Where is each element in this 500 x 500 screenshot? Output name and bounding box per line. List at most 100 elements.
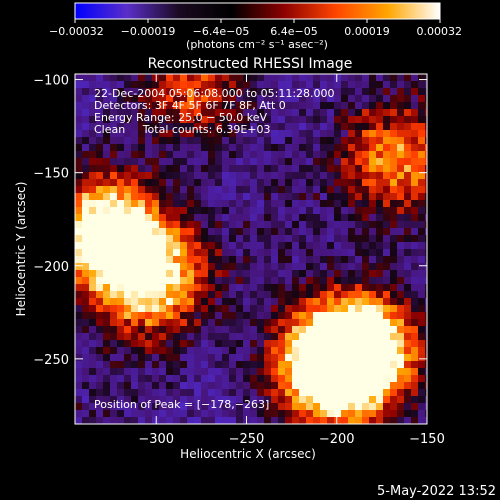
- heatmap-cell: [159, 326, 166, 333]
- heatmap-cell: [327, 102, 334, 109]
- heatmap-cell: [229, 235, 236, 242]
- heatmap-cell: [215, 333, 222, 340]
- heatmap-cell: [383, 151, 390, 158]
- annotation-energy: Energy Range: 25.0 − 50.0 keV: [94, 111, 268, 124]
- heatmap-cell: [215, 361, 222, 368]
- heatmap-cell: [397, 123, 404, 130]
- heatmap-cell: [138, 284, 145, 291]
- heatmap-cell: [117, 270, 124, 277]
- heatmap-cell: [404, 221, 411, 228]
- heatmap-cell: [341, 144, 348, 151]
- heatmap-cell: [208, 214, 215, 221]
- heatmap-cell: [180, 186, 187, 193]
- heatmap-cell: [187, 326, 194, 333]
- heatmap-cell: [369, 109, 376, 116]
- heatmap-cell: [334, 410, 341, 417]
- heatmap-cell: [313, 256, 320, 263]
- heatmap-cell: [194, 298, 201, 305]
- heatmap-cell: [341, 81, 348, 88]
- heatmap-cell: [180, 312, 187, 319]
- heatmap-cell: [390, 179, 397, 186]
- heatmap-cell: [362, 263, 369, 270]
- heatmap-cell: [103, 270, 110, 277]
- heatmap-cell: [89, 151, 96, 158]
- heatmap-cell: [124, 284, 131, 291]
- heatmap-cell: [103, 277, 110, 284]
- heatmap-cell: [201, 109, 208, 116]
- heatmap-cell: [180, 193, 187, 200]
- heatmap-cell: [236, 158, 243, 165]
- heatmap-cell: [278, 144, 285, 151]
- heatmap-cell: [362, 214, 369, 221]
- heatmap-cell: [138, 312, 145, 319]
- heatmap-cell: [362, 277, 369, 284]
- heatmap-cell: [278, 193, 285, 200]
- heatmap-cell: [292, 179, 299, 186]
- heatmap-cell: [117, 354, 124, 361]
- heatmap-cell: [334, 263, 341, 270]
- heatmap-cell: [271, 305, 278, 312]
- heatmap-cell: [103, 291, 110, 298]
- heatmap-cell: [383, 410, 390, 417]
- heatmap-cell: [243, 410, 250, 417]
- heatmap-cell: [348, 221, 355, 228]
- heatmap-cell: [355, 249, 362, 256]
- heatmap-cell: [292, 382, 299, 389]
- heatmap-cell: [390, 347, 397, 354]
- heatmap-cell: [75, 305, 82, 312]
- heatmap-cell: [208, 81, 215, 88]
- heatmap-cell: [110, 165, 117, 172]
- heatmap-cell: [411, 319, 418, 326]
- heatmap-cell: [264, 368, 271, 375]
- heatmap-cell: [215, 130, 222, 137]
- heatmap-cell: [75, 221, 82, 228]
- heatmap-cell: [334, 319, 341, 326]
- heatmap-cell: [320, 270, 327, 277]
- heatmap-cell: [173, 179, 180, 186]
- heatmap-cell: [75, 116, 82, 123]
- heatmap-cell: [243, 382, 250, 389]
- heatmap-cell: [411, 193, 418, 200]
- heatmap-cell: [138, 144, 145, 151]
- heatmap-cell: [306, 410, 313, 417]
- heatmap-cell: [250, 256, 257, 263]
- heatmap-cell: [327, 284, 334, 291]
- heatmap-cell: [390, 193, 397, 200]
- heatmap-cell: [201, 144, 208, 151]
- heatmap-cell: [257, 263, 264, 270]
- heatmap-cell: [208, 186, 215, 193]
- heatmap-cell: [180, 375, 187, 382]
- heatmap-cell: [418, 256, 425, 263]
- heatmap-cell: [362, 130, 369, 137]
- heatmap-cell: [383, 74, 390, 81]
- heatmap-cell: [166, 319, 173, 326]
- heatmap-cell: [341, 389, 348, 396]
- heatmap-cell: [425, 403, 427, 410]
- heatmap-cell: [355, 291, 362, 298]
- heatmap-cell: [404, 81, 411, 88]
- heatmap-cell: [411, 396, 418, 403]
- heatmap-cell: [110, 347, 117, 354]
- heatmap-cell: [404, 270, 411, 277]
- heatmap-cell: [369, 116, 376, 123]
- heatmap-cell: [110, 74, 117, 81]
- heatmap-cell: [411, 74, 418, 81]
- heatmap-cell: [145, 305, 152, 312]
- heatmap-cell: [257, 333, 264, 340]
- heatmap-cell: [89, 277, 96, 284]
- heatmap-cell: [194, 221, 201, 228]
- heatmap-cell: [243, 81, 250, 88]
- heatmap-cell: [348, 410, 355, 417]
- heatmap-cell: [376, 207, 383, 214]
- heatmap-cell: [117, 179, 124, 186]
- heatmap-cell: [348, 312, 355, 319]
- heatmap-cell: [411, 382, 418, 389]
- heatmap-cell: [131, 249, 138, 256]
- heatmap-cell: [306, 81, 313, 88]
- heatmap-cell: [82, 144, 89, 151]
- heatmap-cell: [362, 74, 369, 81]
- heatmap-cell: [390, 256, 397, 263]
- heatmap-cell: [243, 284, 250, 291]
- heatmap-cell: [278, 81, 285, 88]
- heatmap-cell: [194, 200, 201, 207]
